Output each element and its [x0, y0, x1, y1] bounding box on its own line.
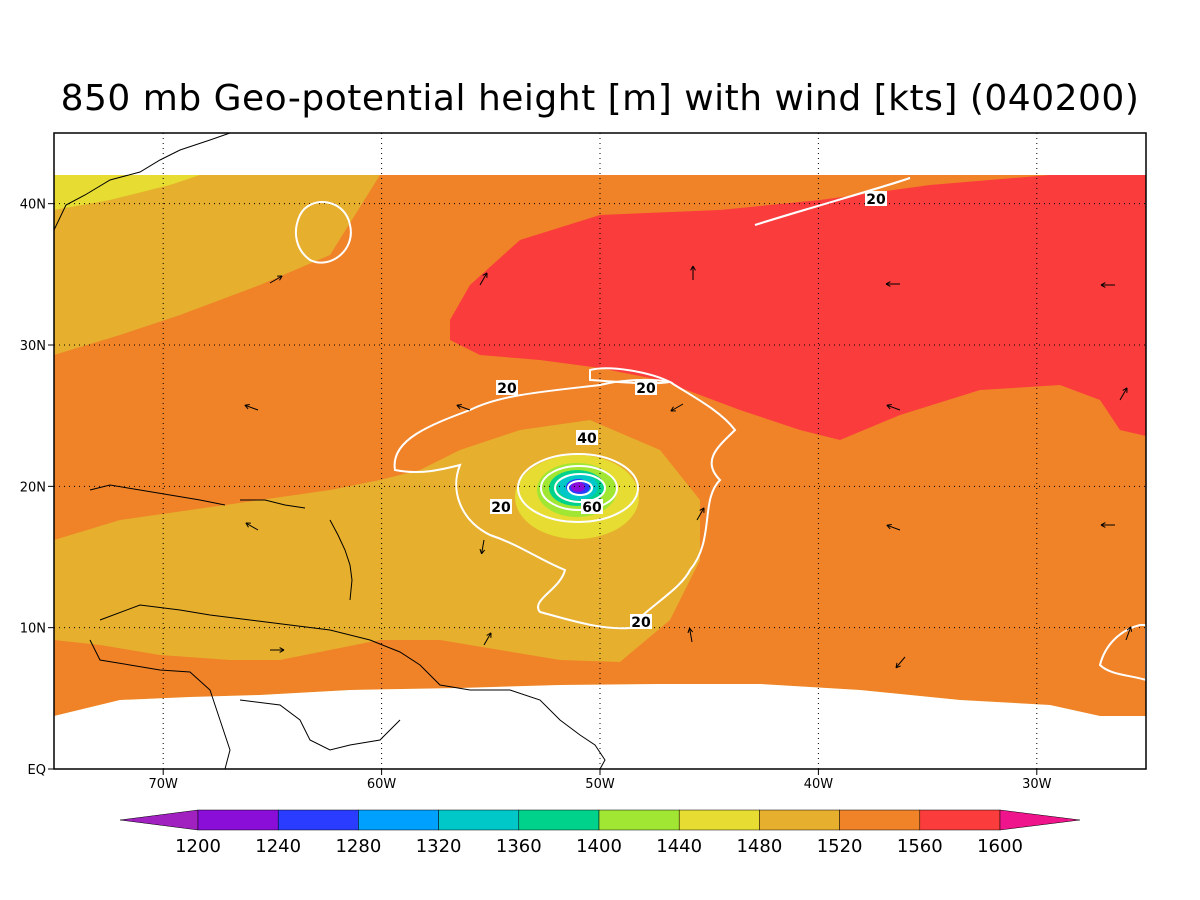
colorbar: 1200 1240 1280 1320 1360 1400 1440 1480 1520 1560… [119, 809, 1081, 857]
y-tick-label: 10N [20, 622, 46, 637]
wind-arrow [456, 403, 471, 411]
map-grid [54, 133, 1146, 769]
colorbar-segment [678, 809, 760, 831]
contour-40 [517, 453, 639, 523]
colorbar-label: 1400 [576, 836, 622, 857]
colorbar-left-arrow [119, 809, 199, 831]
wind-arrow [1125, 626, 1133, 641]
wind-arrow [895, 656, 906, 669]
colorbar-label: 1320 [416, 836, 462, 857]
contour-eye [567, 480, 593, 496]
chart-title: 850 mb Geo-potential height [m] with win… [60, 78, 1140, 119]
colorbar-label: 1560 [897, 836, 943, 857]
coast-greater-antilles [89, 484, 306, 509]
contour-20-main [393, 378, 737, 630]
wind-arrow [270, 647, 285, 653]
contour-label: 60 [581, 499, 603, 516]
colorbar-segment [759, 809, 840, 831]
colorbar-segment [277, 809, 359, 831]
no-data-band [54, 684, 1146, 769]
svg-text:20: 20 [631, 615, 651, 631]
colorbar-segment [839, 809, 921, 831]
contour-60b [554, 473, 606, 503]
wind-arrow [1100, 282, 1115, 288]
contour-label: 20 [490, 499, 512, 516]
contour-60a [540, 465, 618, 511]
colorbar-segment [919, 809, 1001, 831]
wind-arrow [483, 632, 492, 646]
x-tick-label: 60W [367, 777, 397, 792]
contour-20-se [1098, 624, 1146, 682]
colorbar-label: 1280 [335, 836, 381, 857]
coastlines [54, 133, 606, 769]
y-tick-label: 30N [20, 339, 46, 354]
shade-1600-region [450, 175, 1146, 440]
coast-lesser-antilles [329, 519, 353, 601]
wind-arrow [687, 627, 694, 643]
height-shading [54, 133, 1146, 769]
x-axis: 70W 60W 50W 40W 30W [148, 769, 1052, 792]
wind-arrow [1119, 387, 1128, 401]
svg-text:20: 20 [491, 500, 511, 516]
wind-arrow [885, 281, 900, 287]
svg-text:60: 60 [582, 500, 602, 516]
y-tick-label: EQ [28, 763, 46, 778]
colorbar-label: 1600 [977, 836, 1023, 857]
wind-arrow [1100, 522, 1115, 528]
wind-arrow [479, 272, 488, 286]
wind-arrow [886, 403, 901, 411]
colorbar-segment [358, 809, 439, 831]
contour-label: 20 [635, 380, 657, 397]
wind-arrow [245, 522, 259, 531]
colorbar-label: 1480 [736, 836, 782, 857]
contour-label: 20 [865, 191, 887, 208]
wind-arrow [479, 539, 486, 555]
svg-text:20: 20 [497, 381, 517, 397]
wind-arrow [244, 403, 259, 411]
contour-20-north [754, 177, 911, 226]
colorbar-right-arrow [999, 809, 1081, 831]
wind-arrow [269, 275, 283, 284]
svg-text:20: 20 [636, 381, 656, 397]
coast-orinoco [239, 699, 401, 751]
colorbar-label: 1240 [255, 836, 301, 857]
y-tick-label: 40N [20, 198, 46, 213]
wind-contours [294, 177, 1146, 682]
colorbar-label: 1200 [175, 836, 221, 857]
contour-label: 40 [576, 430, 598, 447]
x-tick-label: 70W [148, 777, 178, 792]
contour-labels: 20 20 20 40 20 60 20 [490, 191, 887, 631]
wind-arrow [670, 403, 684, 412]
contour-label: 20 [630, 614, 652, 631]
x-tick-label: 40W [804, 777, 834, 792]
svg-text:40: 40 [577, 431, 597, 447]
y-tick-label: 20N [20, 480, 46, 495]
svg-text:20: 20 [866, 192, 886, 208]
wind-arrow [690, 265, 696, 280]
colorbar-segment [197, 809, 279, 831]
coast-south-america [89, 604, 606, 769]
contour-20-island [294, 201, 352, 264]
wind-arrow [886, 523, 901, 531]
wind-vectors [244, 265, 1133, 669]
x-tick-label: 50W [585, 777, 615, 792]
colorbar-segment [518, 809, 600, 831]
shade-1240-core [571, 482, 585, 492]
contour-20-ne [589, 367, 674, 385]
coast-north-america [54, 133, 231, 231]
colorbar-label: 1360 [496, 836, 542, 857]
contour-label: 20 [496, 380, 518, 397]
y-axis: EQ 10N 20N 30N 40N [20, 198, 54, 778]
colorbar-segment [598, 809, 680, 831]
colorbar-segment [438, 809, 520, 831]
wind-arrow [696, 507, 705, 521]
colorbar-label: 1520 [817, 836, 863, 857]
x-tick-label: 30W [1022, 777, 1052, 792]
colorbar-label: 1440 [656, 836, 702, 857]
